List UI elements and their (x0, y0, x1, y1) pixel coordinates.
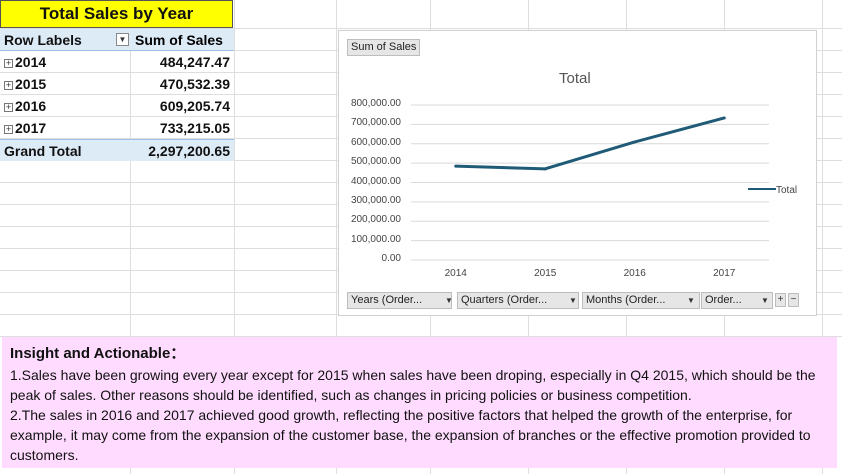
insight-textbox[interactable]: Insight and Actionable： 1.Sales have bee… (2, 337, 837, 468)
y-tick-label: 100,000.00 (350, 233, 401, 245)
chevron-down-icon: ▼ (118, 35, 127, 44)
data-point[interactable] (454, 164, 458, 168)
pivot-row[interactable]: +2014 484,247.47 (0, 51, 234, 73)
expand-icon[interactable]: + (4, 80, 13, 90)
chart-title: Total (559, 70, 591, 87)
y-tick-label: 500,000.00 (350, 156, 401, 168)
pivot-row-value: 733,215.05 (159, 120, 230, 136)
chevron-down-icon[interactable]: ▼ (761, 296, 769, 305)
pivot-row[interactable]: +2016 609,205.74 (0, 95, 234, 117)
years-field-button[interactable]: Years (Order... (347, 292, 452, 309)
pivot-row[interactable]: +2017 733,215.05 (0, 117, 234, 139)
grand-total-label: Grand Total (4, 143, 82, 159)
pivot-chart[interactable]: Sum of Sales Total 800,000.00 700,000.00 6… (338, 30, 817, 316)
y-tick-label: 800,000.00 (350, 98, 401, 109)
data-point[interactable] (633, 140, 637, 144)
months-field-button[interactable]: Months (Order... (582, 292, 700, 309)
expand-icon[interactable]: + (4, 58, 13, 68)
legend-label: Total (776, 185, 798, 196)
y-tick-label: 0.00 (381, 253, 401, 264)
x-tick-label: 2014 (444, 268, 467, 279)
pivot-header-row: Row Labels ▼ Sum of Sales (0, 29, 234, 51)
expand-field-button[interactable]: + (775, 293, 786, 307)
pivot-row-value: 609,205.74 (159, 98, 230, 114)
grand-total-value: 2,297,200.65 (148, 143, 230, 159)
sum-of-sales-header[interactable]: Sum of Sales (135, 32, 223, 48)
pivot-row-label: 2014 (15, 54, 47, 70)
insight-point-1: 1.Sales have been growing every year exc… (10, 367, 816, 403)
insight-heading: Insight and Actionable： (10, 345, 186, 362)
expand-icon[interactable]: + (4, 102, 13, 112)
x-tick-label: 2017 (713, 268, 736, 279)
data-point[interactable] (543, 167, 547, 171)
pivot-row-value: 470,532.39 (159, 76, 230, 92)
chart-plot-area (411, 104, 769, 261)
pivot-row[interactable]: +2015 470,532.39 (0, 73, 234, 95)
pivot-row-label: 2016 (15, 98, 47, 114)
pivot-grand-total-row[interactable]: Grand Total 2,297,200.65 (0, 139, 234, 161)
chevron-down-icon[interactable]: ▼ (445, 296, 453, 305)
data-point[interactable] (722, 116, 726, 120)
legend-swatch (748, 188, 776, 190)
pivot-row-value: 484,247.47 (159, 54, 230, 70)
sum-of-sales-field-button[interactable]: Sum of Sales (347, 39, 421, 56)
x-tick-label: 2016 (623, 268, 646, 279)
row-labels-filter-button[interactable]: ▼ (116, 33, 129, 46)
quarters-field-button[interactable]: Quarters (Order... (457, 292, 579, 309)
y-tick-label: 700,000.00 (350, 117, 401, 129)
sheet-title-cell[interactable]: Total Sales by Year (0, 0, 233, 28)
chevron-down-icon[interactable]: ▼ (569, 296, 577, 305)
chart-legend: Total (748, 185, 797, 196)
series-line-total (455, 116, 725, 171)
row-labels-header[interactable]: Row Labels (4, 32, 82, 48)
collapse-field-button[interactable]: − (788, 293, 799, 307)
x-tick-label: 2015 (534, 268, 557, 279)
pivot-row-label: 2015 (15, 76, 47, 92)
y-tick-label: 400,000.00 (350, 175, 401, 187)
pivot-row-label: 2017 (15, 120, 47, 136)
expand-icon[interactable]: + (4, 124, 13, 134)
y-tick-label: 200,000.00 (350, 214, 401, 226)
y-tick-label: 300,000.00 (350, 194, 401, 206)
insight-point-2: 2.The sales in 2016 and 2017 achieved go… (10, 407, 811, 463)
chevron-down-icon[interactable]: ▼ (687, 296, 695, 305)
y-tick-label: 600,000.00 (350, 136, 401, 148)
order-field-button[interactable]: Order... (701, 292, 773, 309)
